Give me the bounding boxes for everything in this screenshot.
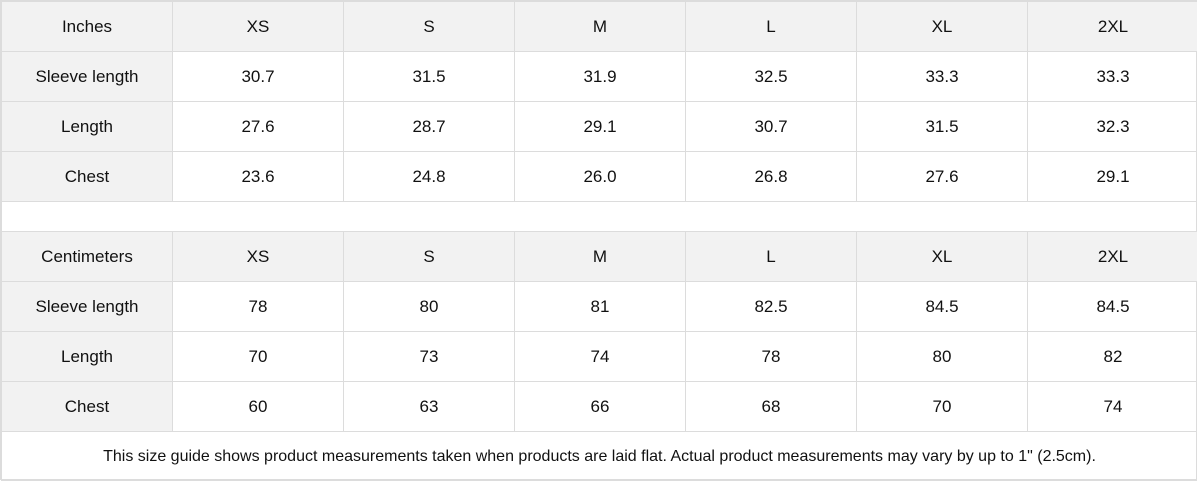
measurement-value: 78 — [686, 332, 857, 382]
measurement-value: 32.3 — [1028, 102, 1197, 152]
measurement-value: 74 — [515, 332, 686, 382]
measurement-value: 84.5 — [1028, 282, 1197, 332]
table-spacer — [1, 201, 1197, 231]
measurement-value: 81 — [515, 282, 686, 332]
measurement-value: 66 — [515, 382, 686, 432]
measurement-value: 63 — [344, 382, 515, 432]
measurement-value: 68 — [686, 382, 857, 432]
size-header: XL — [857, 232, 1028, 282]
measurement-value: 70 — [173, 332, 344, 382]
measurement-value: 28.7 — [344, 102, 515, 152]
measurement-value: 30.7 — [686, 102, 857, 152]
measurement-value: 24.8 — [344, 152, 515, 202]
measurement-label: Sleeve length — [2, 282, 173, 332]
size-header: S — [344, 232, 515, 282]
measurement-value: 31.5 — [344, 52, 515, 102]
measurement-value: 80 — [344, 282, 515, 332]
measurement-value: 74 — [1028, 382, 1197, 432]
measurement-value: 26.0 — [515, 152, 686, 202]
size-guide-note: This size guide shows product measuremen… — [1, 431, 1197, 481]
size-header: L — [686, 2, 857, 52]
measurement-value: 31.5 — [857, 102, 1028, 152]
size-header: L — [686, 232, 857, 282]
measurement-value: 26.8 — [686, 152, 857, 202]
measurement-value: 84.5 — [857, 282, 1028, 332]
measurement-value: 31.9 — [515, 52, 686, 102]
measurement-value: 60 — [173, 382, 344, 432]
measurement-value: 80 — [857, 332, 1028, 382]
size-header: S — [344, 2, 515, 52]
measurement-value: 29.1 — [1028, 152, 1197, 202]
size-header: M — [515, 2, 686, 52]
measurement-label: Length — [2, 102, 173, 152]
measurement-value: 78 — [173, 282, 344, 332]
measurement-value: 33.3 — [857, 52, 1028, 102]
size-header: XS — [173, 2, 344, 52]
size-header: 2XL — [1028, 232, 1197, 282]
measurement-value: 82.5 — [686, 282, 857, 332]
measurement-value: 33.3 — [1028, 52, 1197, 102]
measurement-label: Chest — [2, 152, 173, 202]
measurement-value: 82 — [1028, 332, 1197, 382]
size-header: XL — [857, 2, 1028, 52]
measurement-value: 27.6 — [857, 152, 1028, 202]
measurement-value: 27.6 — [173, 102, 344, 152]
size-header: M — [515, 232, 686, 282]
unit-label: Centimeters — [2, 232, 173, 282]
size-header: 2XL — [1028, 2, 1197, 52]
measurement-value: 30.7 — [173, 52, 344, 102]
measurement-value: 29.1 — [515, 102, 686, 152]
measurement-label: Sleeve length — [2, 52, 173, 102]
size-header: XS — [173, 232, 344, 282]
measurement-value: 32.5 — [686, 52, 857, 102]
measurement-value: 23.6 — [173, 152, 344, 202]
measurement-value: 70 — [857, 382, 1028, 432]
measurement-label: Length — [2, 332, 173, 382]
measurement-value: 73 — [344, 332, 515, 382]
measurement-label: Chest — [2, 382, 173, 432]
unit-label: Inches — [2, 2, 173, 52]
